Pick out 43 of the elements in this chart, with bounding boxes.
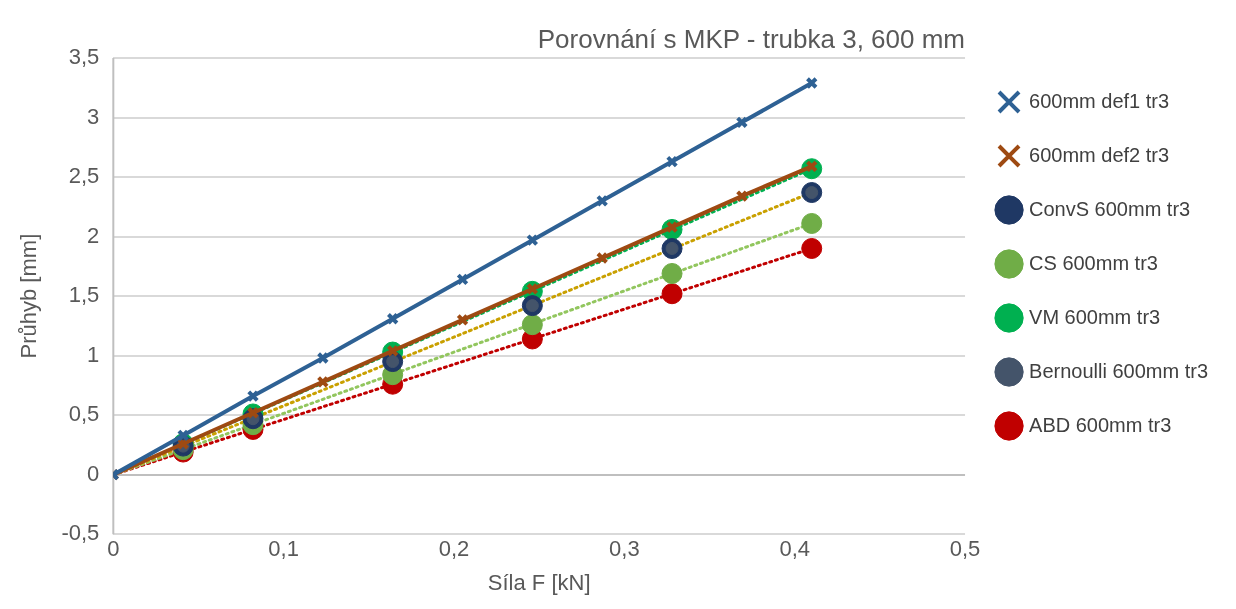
y-tick-label: 0,5 [68,401,100,427]
point [661,283,683,305]
point [526,233,539,247]
legend-label: Bernoulli 600mm tr3 [1029,359,1208,382]
legend-label: ConvS 600mm tr3 [1029,197,1191,220]
point [665,155,679,168]
y-axis-title: Průhyb [mm] [16,233,42,359]
y-tick-label: 1,5 [68,282,100,308]
chart-title: Porovnání s MKP - trubka 3, 600 mm [537,24,966,55]
point [246,389,260,403]
x-tick-label: 0 [107,536,120,562]
y-tick-label: 3,5 [68,44,100,70]
legend-label: CS 600mm tr3 [1029,251,1158,274]
point [316,351,330,365]
point [735,116,749,129]
point [595,251,609,265]
y-tick-label: 2,5 [68,163,100,189]
y-tick-label: 3 [87,103,100,129]
y-tick-label: 0 [87,460,100,486]
x-tick-label: 0,5 [949,536,981,562]
y-tick-label: 2 [87,222,100,248]
legend-label: 600mm def2 tr3 [1029,143,1170,166]
point [801,237,823,259]
legend-label: ABD 600mm tr3 [1029,413,1172,436]
point [801,212,823,234]
x-tick-label: 0,3 [609,536,640,562]
point [176,429,190,442]
point [386,312,399,325]
x-tick-label: 0,2 [438,536,470,562]
point [521,314,543,336]
point [735,189,749,203]
legend-label: 600mm def1 tr3 [1029,89,1170,112]
x-axis-title: Síla F [kN] [487,569,591,595]
y-tick-label: -0,5 [61,520,100,546]
y-tick-label: 1 [87,341,100,367]
x-tick-label: 0,4 [779,536,810,562]
legend-label: VM 600mm tr3 [1029,305,1161,328]
point [316,375,330,389]
point [661,262,683,284]
point [595,194,609,208]
point [456,273,469,286]
x-tick-label: 0,1 [268,536,299,562]
point [456,313,469,327]
